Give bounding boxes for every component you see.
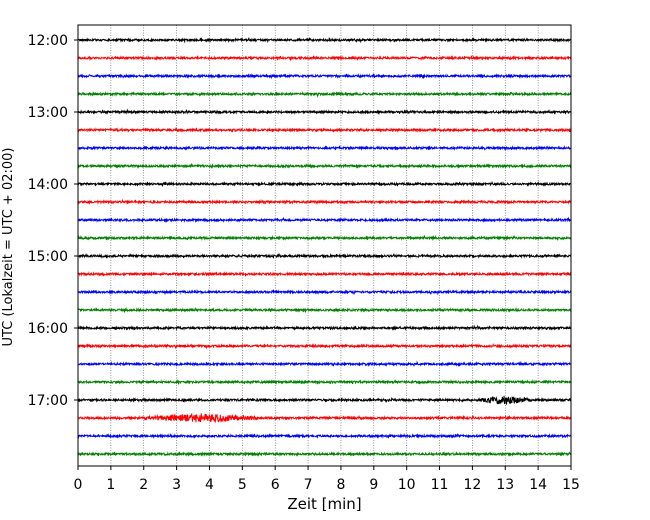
trace-1245	[77, 91, 572, 98]
trace-1445	[77, 234, 572, 241]
y-axis-label: UTC (Lokalzeit = UTC + 02:00)	[1, 148, 16, 347]
trace-1400	[77, 180, 572, 187]
trace-1430	[77, 216, 572, 223]
trace-1515	[77, 271, 572, 277]
trace-1645	[77, 379, 572, 385]
x-axis-label: Zeit [min]	[287, 495, 361, 513]
y-tick-label-1700: 17:00	[28, 393, 68, 409]
y-axis: 12:00 13:00 14:00 15:00 16:00 17:00	[28, 33, 78, 409]
y-tick-label-1200: 12:00	[28, 33, 68, 49]
trace-1530	[77, 289, 572, 296]
x-tick-label-13: 13	[496, 477, 514, 493]
trace-1500	[77, 252, 572, 259]
x-tick-label-8: 8	[336, 477, 345, 493]
trace-1345	[77, 162, 572, 169]
x-tick-label-15: 15	[562, 477, 580, 493]
trace-1230	[77, 73, 572, 80]
x-tick-label-2: 2	[139, 477, 148, 493]
trace-1745	[77, 451, 572, 457]
trace-1700	[77, 395, 572, 405]
trace-1215	[77, 55, 572, 62]
x-tick-label-9: 9	[369, 477, 378, 493]
grid-lines	[110, 25, 539, 466]
trace-1630	[77, 360, 572, 367]
y-tick-label-1400: 14:00	[28, 177, 68, 193]
x-tick-label-14: 14	[529, 477, 547, 493]
trace-1545	[77, 306, 572, 313]
y-tick-label-1300: 13:00	[28, 105, 68, 121]
y-tick-label-1600: 16:00	[28, 321, 68, 337]
trace-1200	[77, 36, 572, 44]
x-tick-label-0: 0	[74, 477, 83, 493]
trace-1300	[77, 108, 572, 115]
x-tick-label-4: 4	[205, 477, 214, 493]
trace-1330	[77, 145, 572, 151]
y-tick-label-1500: 15:00	[28, 249, 68, 265]
x-tick-label-5: 5	[238, 477, 247, 493]
x-tick-label-10: 10	[398, 477, 416, 493]
x-tick-label-6: 6	[271, 477, 280, 493]
trace-layer	[77, 36, 572, 457]
trace-1315	[77, 127, 572, 133]
trace-1600	[77, 324, 572, 331]
x-tick-label-3: 3	[172, 477, 181, 493]
x-axis: 0 1 2 3 4 5 6 7 8 9 10 11 12 13 14 15	[74, 466, 580, 493]
x-tick-label-1: 1	[106, 477, 115, 493]
x-tick-label-11: 11	[431, 477, 449, 493]
x-tick-label-12: 12	[463, 477, 481, 493]
trace-1715	[77, 412, 572, 423]
trace-1415	[77, 198, 572, 205]
trace-1615	[77, 342, 572, 350]
x-tick-label-7: 7	[304, 477, 313, 493]
trace-1730	[77, 433, 572, 439]
plot-frame	[77, 24, 572, 467]
